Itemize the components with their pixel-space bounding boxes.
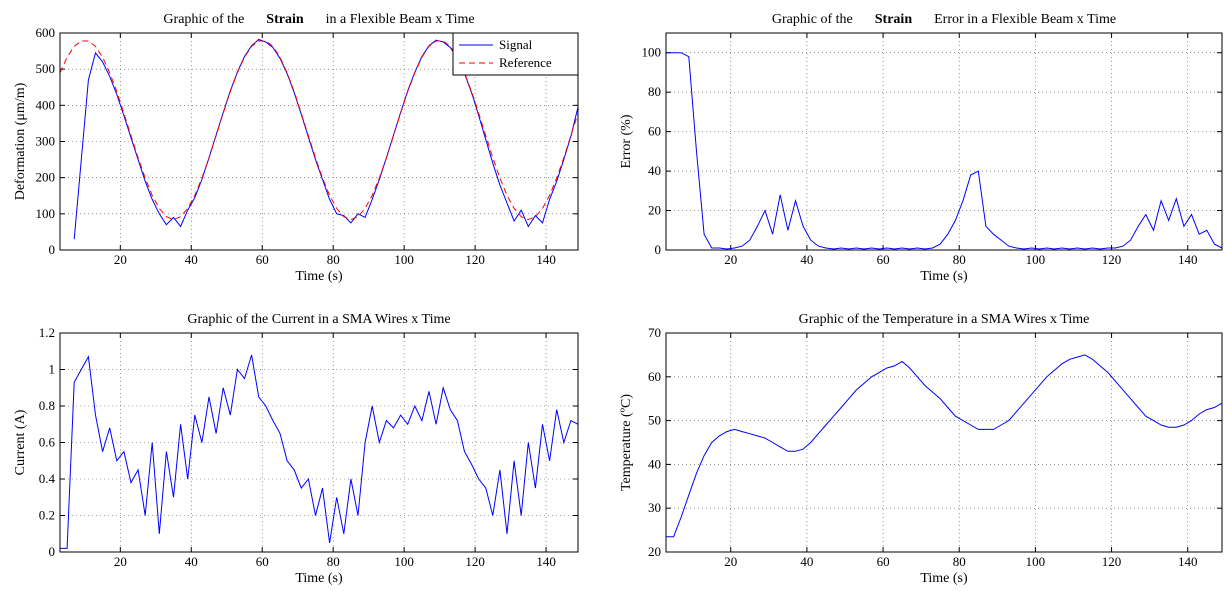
plot-frame bbox=[59, 32, 579, 251]
subplot: 20 40 60 80 100 120 140 0 20 40 60 80 100 Graphic of … bbox=[619, 12, 1223, 284]
y-tick-label: 0.4 bbox=[39, 471, 56, 486]
plot-area bbox=[666, 333, 1222, 552]
title-part: Strain bbox=[875, 12, 913, 27]
y-tick-label: 20 bbox=[648, 544, 661, 559]
y-tick-label: 20 bbox=[648, 203, 661, 218]
chart-title: Graphic of the Strain Error in a Flexible … bbox=[772, 12, 1116, 27]
y-tick-label: 1.2 bbox=[39, 325, 55, 340]
x-tick-label: 40 bbox=[185, 554, 198, 569]
y-tick-label: 500 bbox=[36, 61, 56, 76]
x-tick-label: 60 bbox=[877, 252, 890, 267]
x-tick-label: 140 bbox=[1178, 252, 1198, 267]
x-tick-label: 80 bbox=[953, 252, 966, 267]
plot-frame bbox=[665, 32, 1223, 251]
x-tick-label: 120 bbox=[465, 252, 485, 267]
y-tick-label: 0.2 bbox=[39, 508, 55, 523]
title-part: Graphic of the Current in a SMA Wires x … bbox=[187, 312, 450, 327]
y-axis-label: Deformation (μm/m) bbox=[13, 82, 28, 200]
data-line bbox=[60, 354, 579, 549]
y-tick-label: 60 bbox=[648, 369, 661, 384]
plot-frame bbox=[59, 332, 579, 553]
x-tick-label: 20 bbox=[114, 252, 127, 267]
x-tick-label: 40 bbox=[800, 252, 813, 267]
x-axis-label: Time (s) bbox=[295, 269, 343, 284]
x-tick-label: 120 bbox=[1102, 252, 1122, 267]
plot-frame bbox=[665, 332, 1223, 553]
x-tick-label: 40 bbox=[800, 554, 813, 569]
title-part: in a Flexible Beam x Time bbox=[326, 12, 475, 27]
x-tick-label: 60 bbox=[256, 554, 269, 569]
y-tick-label: 1 bbox=[49, 362, 56, 377]
legend-label: Signal bbox=[499, 37, 533, 52]
x-tick-label: 140 bbox=[536, 252, 556, 267]
x-tick-label: 120 bbox=[1102, 554, 1122, 569]
subplot: 20 40 60 80 100 120 140 0 0.2 0.4 0.6 0.8 1 1.2 Graphi… bbox=[13, 312, 579, 586]
legend: Signal Reference bbox=[452, 32, 579, 76]
title-part: Strain bbox=[266, 12, 304, 27]
x-tick-label: 120 bbox=[465, 554, 485, 569]
x-tick-label: 100 bbox=[1026, 554, 1046, 569]
chart-title: Graphic of the Temperature in a SMA Wire… bbox=[799, 312, 1090, 327]
y-tick-label: 80 bbox=[648, 84, 661, 99]
x-tick-label: 20 bbox=[724, 554, 737, 569]
y-tick-label: 0 bbox=[655, 242, 662, 257]
x-axis-label: Time (s) bbox=[920, 571, 968, 586]
x-axis-label: Time (s) bbox=[295, 571, 343, 586]
subplot: 20 40 60 80 100 120 140 0 100 200 300 400 500 600 Grap… bbox=[13, 12, 579, 284]
y-tick-label: 200 bbox=[36, 170, 56, 185]
y-tick-label: 0 bbox=[49, 242, 56, 257]
y-axis-label: Temperature (ºC) bbox=[619, 394, 634, 491]
x-tick-label: 60 bbox=[877, 554, 890, 569]
y-tick-label: 600 bbox=[36, 25, 56, 40]
x-tick-label: 80 bbox=[327, 554, 340, 569]
y-tick-label: 30 bbox=[648, 500, 661, 515]
y-tick-label: 300 bbox=[36, 134, 56, 149]
plot-area bbox=[666, 33, 1222, 250]
x-axis-label: Time (s) bbox=[920, 269, 968, 284]
y-tick-label: 0.6 bbox=[39, 435, 56, 450]
plot-area bbox=[60, 333, 578, 552]
title-part: Graphic of the Temperature in a SMA Wire… bbox=[799, 312, 1090, 327]
title-part: Graphic of the bbox=[163, 12, 244, 27]
y-tick-label: 100 bbox=[36, 206, 56, 221]
x-tick-label: 80 bbox=[327, 252, 340, 267]
y-tick-label: 400 bbox=[36, 97, 56, 112]
x-tick-label: 80 bbox=[953, 554, 966, 569]
x-tick-label: 20 bbox=[114, 554, 127, 569]
data-line bbox=[666, 52, 1223, 250]
x-tick-label: 100 bbox=[394, 252, 414, 267]
x-tick-label: 100 bbox=[1026, 252, 1046, 267]
y-axis-label: Error (%) bbox=[619, 114, 634, 168]
x-tick-label: 60 bbox=[256, 252, 269, 267]
data-line bbox=[666, 354, 1223, 538]
y-tick-label: 40 bbox=[648, 456, 661, 471]
y-axis-label: Current (A) bbox=[13, 409, 28, 475]
y-tick-label: 0 bbox=[49, 544, 56, 559]
chart-title: Graphic of the Current in a SMA Wires x … bbox=[187, 312, 450, 327]
y-tick-label: 100 bbox=[642, 45, 662, 60]
legend-box bbox=[452, 32, 579, 76]
chart-title: Graphic of the Strain in a Flexible Beam x… bbox=[163, 12, 474, 27]
title-part: Error in a Flexible Beam x Time bbox=[934, 12, 1116, 27]
data-line bbox=[73, 38, 579, 240]
title-part: Graphic of the bbox=[772, 12, 853, 27]
y-tick-label: 0.8 bbox=[39, 398, 55, 413]
y-tick-label: 60 bbox=[648, 124, 661, 139]
y-tick-label: 50 bbox=[648, 413, 661, 428]
x-tick-label: 140 bbox=[1178, 554, 1198, 569]
y-tick-label: 40 bbox=[648, 163, 661, 178]
legend-label: Reference bbox=[499, 55, 552, 70]
x-tick-label: 40 bbox=[185, 252, 198, 267]
x-tick-label: 20 bbox=[724, 252, 737, 267]
data-line bbox=[59, 40, 579, 221]
subplot: 20 40 60 80 100 120 140 20 30 40 50 60 70 Graphic of … bbox=[619, 312, 1223, 586]
y-tick-label: 70 bbox=[648, 325, 661, 340]
x-tick-label: 140 bbox=[536, 554, 556, 569]
x-tick-label: 100 bbox=[394, 554, 414, 569]
